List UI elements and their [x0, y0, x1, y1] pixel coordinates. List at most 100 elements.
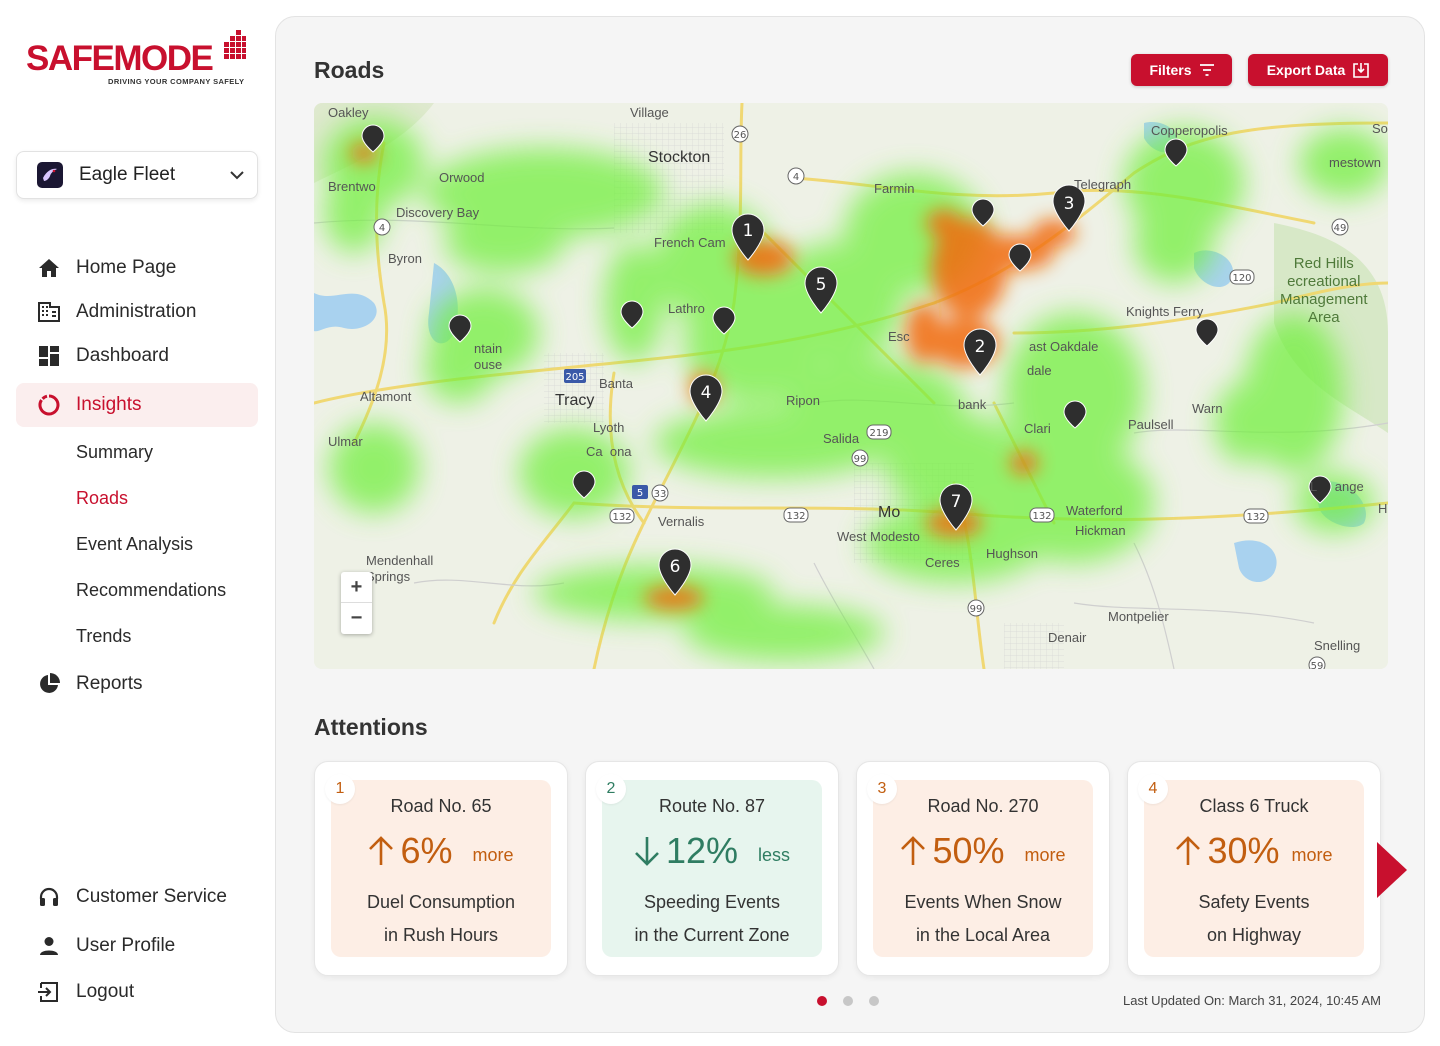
nav-user-profile-label: User Profile [76, 935, 176, 956]
map-label-vernalis: Vernalis [658, 514, 705, 529]
nav-logout-label: Logout [76, 981, 135, 1002]
shield-4b: 4 [379, 223, 385, 234]
sidebar: SAFEMODE DRIVING YOUR COMPANY SAFELY Eag… [0, 0, 274, 1046]
nav-reports[interactable]: Reports [16, 662, 258, 706]
card-stat: 30% more [1144, 830, 1364, 872]
brand-tagline: DRIVING YOUR COMPANY SAFELY [108, 77, 245, 86]
map-label-hickman: Hickman [1075, 523, 1126, 538]
map-marker-6[interactable]: 6 [658, 548, 692, 596]
map-pin[interactable] [1195, 318, 1219, 347]
main-panel: Roads Filters Export Data [275, 16, 1425, 1033]
brand-wordmark: SAFEMODE [26, 40, 214, 78]
pagination-dot-3[interactable] [869, 996, 879, 1006]
map-label-french-camp: French Cam [654, 235, 726, 250]
pagination-dot-2[interactable] [843, 996, 853, 1006]
card-change-word: more [1024, 844, 1066, 865]
filter-icon [1199, 64, 1214, 76]
subnav-recommendations[interactable]: Recommendations [76, 580, 227, 600]
shield-132d: 132 [1246, 512, 1265, 523]
export-data-button[interactable]: Export Data [1248, 54, 1388, 86]
zoom-out-button[interactable]: − [350, 607, 363, 629]
home-icon [36, 255, 62, 281]
fleet-avatar [37, 162, 63, 188]
card-subject: Road No. 270 [927, 796, 1039, 816]
subnav-trends[interactable]: Trends [76, 626, 132, 646]
card-desc-line2: in the Local Area [915, 925, 1051, 945]
card-rank-badge: 3 [867, 774, 897, 804]
map-marker-2[interactable]: 2 [963, 328, 997, 376]
zoom-in-button[interactable]: + [341, 572, 372, 603]
user-icon [36, 933, 62, 959]
map-label-ripon: Ripon [786, 393, 820, 408]
nav-administration[interactable]: Administration [16, 290, 258, 334]
card-description: Duel Consumption in Rush Hours [331, 886, 551, 952]
map-label-discovery-bay: Discovery Bay [396, 205, 480, 220]
shield-5: 5 [637, 488, 643, 499]
fleet-selector[interactable]: Eagle Fleet [16, 151, 258, 199]
card-change-word: more [1291, 844, 1333, 865]
arrow-down-icon [635, 837, 659, 866]
card-rank-badge: 2 [596, 774, 626, 804]
eagle-icon [43, 168, 57, 181]
shield-99a: 99 [854, 454, 867, 465]
map-label-farmington: Farmin [874, 181, 915, 196]
nav-home[interactable]: Home Page [16, 246, 258, 290]
map-canvas: 26 4 4 49 120 205 5 33 132 132 132 132 2… [314, 103, 1388, 669]
map-pin[interactable] [971, 198, 995, 227]
map-marker-7[interactable]: 7 [939, 483, 973, 531]
map-pin[interactable] [1063, 400, 1087, 429]
page-title: Roads [314, 57, 385, 83]
map-marker-5[interactable]: 5 [804, 266, 838, 314]
map-label-jamestown: mestown [1329, 155, 1382, 170]
map-label-copperopolis: Copperopolis [1151, 123, 1228, 138]
map-label-oakley: Oakley [328, 105, 369, 120]
map-pin[interactable] [572, 470, 596, 499]
map-pin[interactable] [448, 314, 472, 343]
nav-dashboard-label: Dashboard [76, 345, 169, 366]
attention-card-3[interactable]: Road No. 270 50% more Events When Snow in… [856, 761, 1110, 976]
subnav-roads[interactable]: Roads [76, 488, 129, 508]
map-label-banta: Banta [599, 376, 633, 391]
map-pin[interactable] [361, 124, 385, 153]
map-label-brentwood: Brentwo [328, 179, 376, 194]
subnav-summary[interactable]: Summary [76, 442, 154, 462]
map-pin[interactable] [1308, 475, 1332, 504]
map-marker-3[interactable]: 3 [1052, 184, 1086, 232]
pagination-dot-1[interactable] [817, 996, 827, 1006]
marker-label-3: 3 [1064, 194, 1075, 214]
marker-label-5: 5 [816, 275, 827, 295]
marker-label-4: 4 [701, 383, 712, 403]
map-label-paulsell: Paulsell [1128, 417, 1174, 432]
nav-dashboard[interactable]: Dashboard [16, 334, 258, 378]
map-label-dale: dale [1027, 363, 1052, 378]
attention-card-body: Road No. 65 6% more Duel Consumption in R… [331, 780, 551, 957]
insights-icon [36, 392, 62, 418]
attention-card-2[interactable]: Route No. 87 12% less Speeding Events in … [585, 761, 839, 976]
card-stat: 6% more [331, 830, 551, 872]
nav-customer-service-label: Customer Service [76, 886, 227, 907]
heatmap-map[interactable]: 26 4 4 49 120 205 5 33 132 132 132 132 2… [314, 103, 1388, 669]
map-pin[interactable] [712, 306, 736, 335]
attention-card-4[interactable]: Class 6 Truck 30% more Safety Events on H… [1127, 761, 1381, 976]
nav-customer-service[interactable]: Customer Service [16, 875, 258, 919]
carousel-next-arrow-icon[interactable] [1373, 840, 1409, 900]
nav-insights[interactable]: Insights [16, 383, 258, 427]
map-pin[interactable] [1008, 243, 1032, 272]
attention-card-1[interactable]: Road No. 65 6% more Duel Consumption in R… [314, 761, 568, 976]
map-marker-1[interactable]: 1 [731, 213, 765, 261]
brand-logo[interactable]: SAFEMODE DRIVING YOUR COMPANY SAFELY [26, 30, 246, 90]
map-pin[interactable] [620, 300, 644, 329]
map-marker-4[interactable]: 4 [689, 374, 723, 422]
card-description: Safety Events on Highway [1144, 886, 1364, 952]
map-label-montpelier: Montpelier [1108, 609, 1169, 624]
filters-button[interactable]: Filters [1131, 54, 1232, 86]
map-pin[interactable] [1164, 138, 1188, 167]
subnav-event-analysis[interactable]: Event Analysis [76, 534, 194, 554]
map-label-warnerville: Warn [1192, 401, 1223, 416]
card-stat: 50% more [873, 830, 1093, 872]
headset-icon [36, 884, 62, 910]
nav-user-profile[interactable]: User Profile [16, 924, 258, 968]
map-label-ceres: Ceres [925, 555, 960, 570]
nav-logout[interactable]: Logout [16, 970, 258, 1014]
marker-label-6: 6 [670, 557, 681, 577]
